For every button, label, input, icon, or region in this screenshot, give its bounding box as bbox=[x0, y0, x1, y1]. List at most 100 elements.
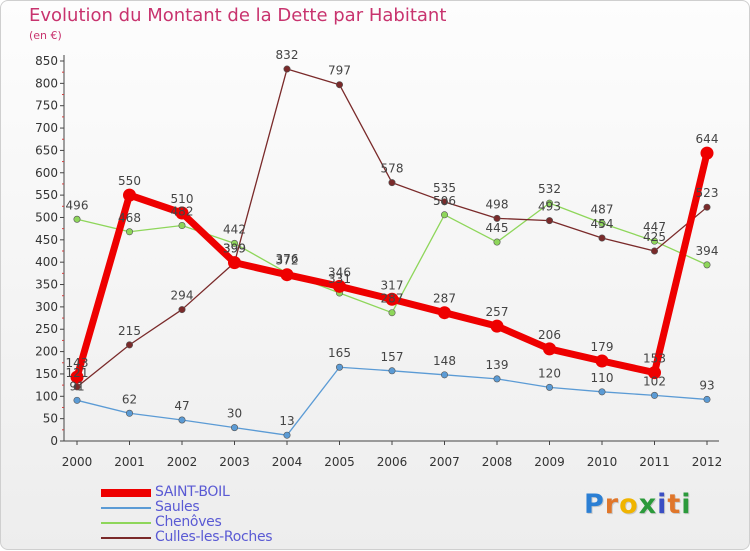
data-label: 47 bbox=[174, 399, 189, 413]
data-point bbox=[231, 424, 239, 432]
data-point bbox=[545, 217, 553, 225]
x-tick-label: 2012 bbox=[692, 455, 723, 469]
x-tick-label: 2005 bbox=[324, 455, 355, 469]
data-point bbox=[73, 383, 81, 391]
data-label: 13 bbox=[279, 414, 294, 428]
legend-item: Culles-les-Roches bbox=[101, 529, 321, 545]
data-label: 399 bbox=[223, 242, 246, 256]
data-point bbox=[126, 228, 134, 236]
data-point bbox=[703, 203, 711, 211]
y-tick-label: 100 bbox=[35, 389, 58, 403]
legend-label: Culles-les-Roches bbox=[155, 529, 273, 545]
data-point bbox=[545, 383, 553, 391]
data-point bbox=[178, 222, 186, 230]
data-label: 120 bbox=[538, 366, 561, 380]
legend-label: Chenôves bbox=[155, 514, 222, 530]
data-label: 493 bbox=[538, 200, 561, 214]
data-label: 287 bbox=[381, 292, 404, 306]
legend-label: SAINT-BOIL bbox=[155, 484, 230, 500]
data-label: 121 bbox=[66, 366, 89, 380]
y-tick-label: 550 bbox=[35, 188, 58, 202]
data-point bbox=[493, 238, 501, 246]
data-point bbox=[388, 179, 396, 187]
data-label: 179 bbox=[591, 340, 614, 354]
data-point bbox=[333, 279, 346, 293]
legend: SAINT-BOIL Saules Chenôves Culles-les-Roche… bbox=[101, 484, 321, 545]
data-label: 153 bbox=[643, 352, 666, 366]
data-point bbox=[283, 431, 291, 439]
x-tick-label: 2010 bbox=[587, 455, 618, 469]
data-label: 294 bbox=[171, 289, 194, 303]
data-label: 532 bbox=[538, 182, 561, 196]
y-tick-label: 0 bbox=[50, 434, 58, 448]
data-label: 468 bbox=[118, 211, 141, 225]
data-label: 498 bbox=[486, 197, 509, 211]
data-point bbox=[283, 65, 291, 73]
data-label: 425 bbox=[643, 230, 666, 244]
y-tick-label: 750 bbox=[35, 99, 58, 113]
data-point bbox=[73, 396, 81, 404]
data-point bbox=[440, 211, 448, 219]
data-point bbox=[595, 354, 609, 368]
x-tick-label: 2002 bbox=[167, 455, 198, 469]
data-point bbox=[490, 319, 504, 333]
data-point bbox=[178, 416, 186, 424]
data-point bbox=[440, 198, 448, 206]
data-point bbox=[385, 292, 399, 306]
y-tick-label: 50 bbox=[43, 412, 58, 426]
data-label: 797 bbox=[328, 64, 351, 78]
x-tick-label: 2000 bbox=[62, 455, 93, 469]
data-label: 257 bbox=[486, 305, 509, 319]
data-point bbox=[175, 206, 189, 220]
y-tick-label: 150 bbox=[35, 367, 58, 381]
x-tick-label: 2006 bbox=[377, 455, 408, 469]
y-tick-label: 500 bbox=[35, 210, 58, 224]
y-tick-label: 600 bbox=[35, 166, 58, 180]
data-point bbox=[440, 371, 448, 379]
data-point bbox=[70, 370, 84, 384]
data-point bbox=[650, 237, 658, 245]
data-point bbox=[126, 341, 134, 349]
data-label: 535 bbox=[433, 181, 456, 195]
y-tick-label: 850 bbox=[35, 54, 58, 68]
data-label: 317 bbox=[381, 278, 404, 292]
data-point bbox=[228, 256, 241, 270]
data-label: 523 bbox=[696, 186, 719, 200]
data-point bbox=[388, 367, 396, 375]
x-tick-label: 2004 bbox=[272, 455, 303, 469]
y-tick-label: 300 bbox=[35, 300, 58, 314]
data-label: 445 bbox=[486, 221, 509, 235]
data-point bbox=[335, 81, 343, 89]
data-label: 157 bbox=[381, 350, 404, 364]
x-tick-label: 2011 bbox=[639, 455, 670, 469]
legend-item: SAINT-BOIL bbox=[101, 484, 321, 500]
data-label: 644 bbox=[696, 132, 719, 146]
data-point bbox=[543, 342, 556, 356]
data-label: 399 bbox=[223, 242, 246, 256]
y-tick-label: 450 bbox=[35, 233, 58, 247]
data-point bbox=[598, 219, 606, 227]
chart-unit-label: (en €) bbox=[29, 29, 62, 42]
data-label: 496 bbox=[66, 198, 89, 212]
data-label: 578 bbox=[381, 162, 404, 176]
legend-swatch bbox=[101, 506, 151, 509]
x-tick-label: 2001 bbox=[114, 455, 145, 469]
brand-logo: Proxiti bbox=[584, 489, 692, 520]
data-point bbox=[650, 391, 658, 399]
data-label: 148 bbox=[433, 354, 456, 368]
x-tick-label: 2008 bbox=[482, 455, 513, 469]
legend-swatch bbox=[101, 488, 151, 497]
data-label: 62 bbox=[122, 392, 137, 406]
data-label: 331 bbox=[328, 272, 351, 286]
data-label: 506 bbox=[433, 194, 456, 208]
data-point bbox=[703, 261, 711, 269]
data-label: 91 bbox=[69, 379, 84, 393]
data-label: 442 bbox=[223, 222, 246, 236]
x-tick-label: 2007 bbox=[429, 455, 460, 469]
data-label: 165 bbox=[328, 346, 351, 360]
data-label: 832 bbox=[276, 48, 299, 62]
data-point bbox=[126, 409, 134, 417]
data-label: 206 bbox=[538, 328, 561, 342]
